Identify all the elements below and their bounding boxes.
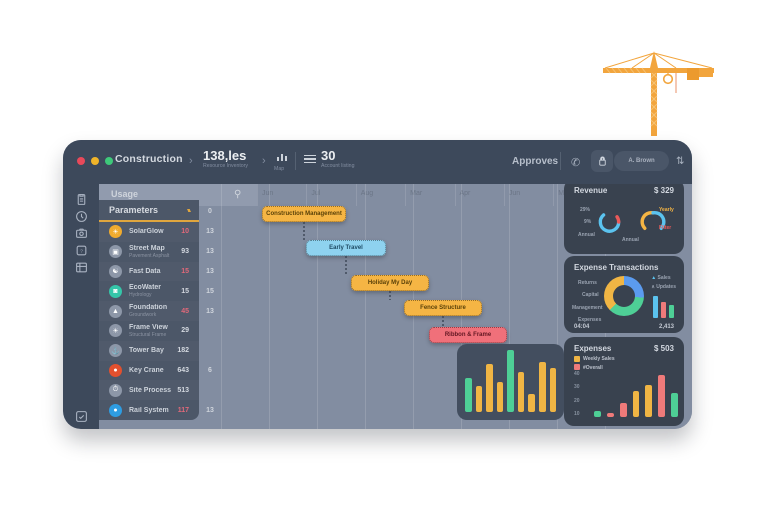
svg-text:?: ? — [80, 248, 83, 254]
